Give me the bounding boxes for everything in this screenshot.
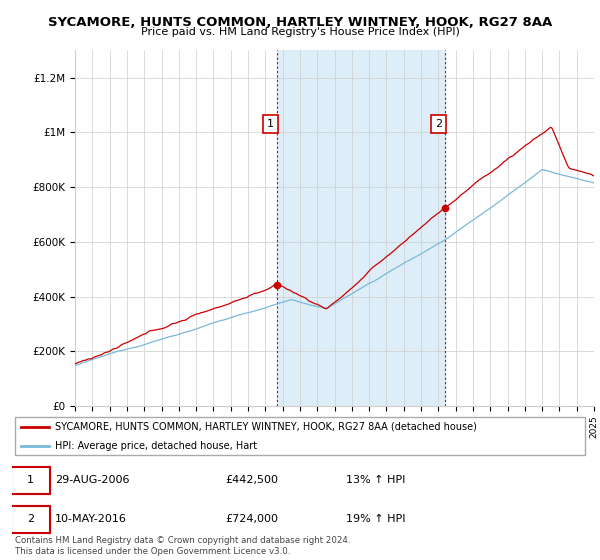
Text: 2: 2	[435, 119, 442, 129]
Text: 13% ↑ HPI: 13% ↑ HPI	[346, 475, 406, 485]
Bar	[277, 50, 445, 406]
Text: £442,500: £442,500	[225, 475, 278, 485]
Text: 1: 1	[267, 119, 274, 129]
Text: SYCAMORE, HUNTS COMMON, HARTLEY WINTNEY, HOOK, RG27 8AA (detached house): SYCAMORE, HUNTS COMMON, HARTLEY WINTNEY,…	[55, 422, 477, 432]
Text: SYCAMORE, HUNTS COMMON, HARTLEY WINTNEY, HOOK, RG27 8AA: SYCAMORE, HUNTS COMMON, HARTLEY WINTNEY,…	[48, 16, 552, 29]
Text: 2: 2	[27, 515, 34, 524]
FancyBboxPatch shape	[11, 506, 50, 533]
FancyBboxPatch shape	[11, 466, 50, 494]
Text: HPI: Average price, detached house, Hart: HPI: Average price, detached house, Hart	[55, 441, 257, 450]
Text: 19% ↑ HPI: 19% ↑ HPI	[346, 515, 406, 524]
Text: 10-MAY-2016: 10-MAY-2016	[55, 515, 127, 524]
FancyBboxPatch shape	[15, 417, 585, 455]
Text: Price paid vs. HM Land Registry's House Price Index (HPI): Price paid vs. HM Land Registry's House …	[140, 27, 460, 37]
Text: 29-AUG-2006: 29-AUG-2006	[55, 475, 130, 485]
Text: 1: 1	[27, 475, 34, 485]
Text: Contains HM Land Registry data © Crown copyright and database right 2024.
This d: Contains HM Land Registry data © Crown c…	[15, 536, 350, 556]
Text: £724,000: £724,000	[225, 515, 278, 524]
